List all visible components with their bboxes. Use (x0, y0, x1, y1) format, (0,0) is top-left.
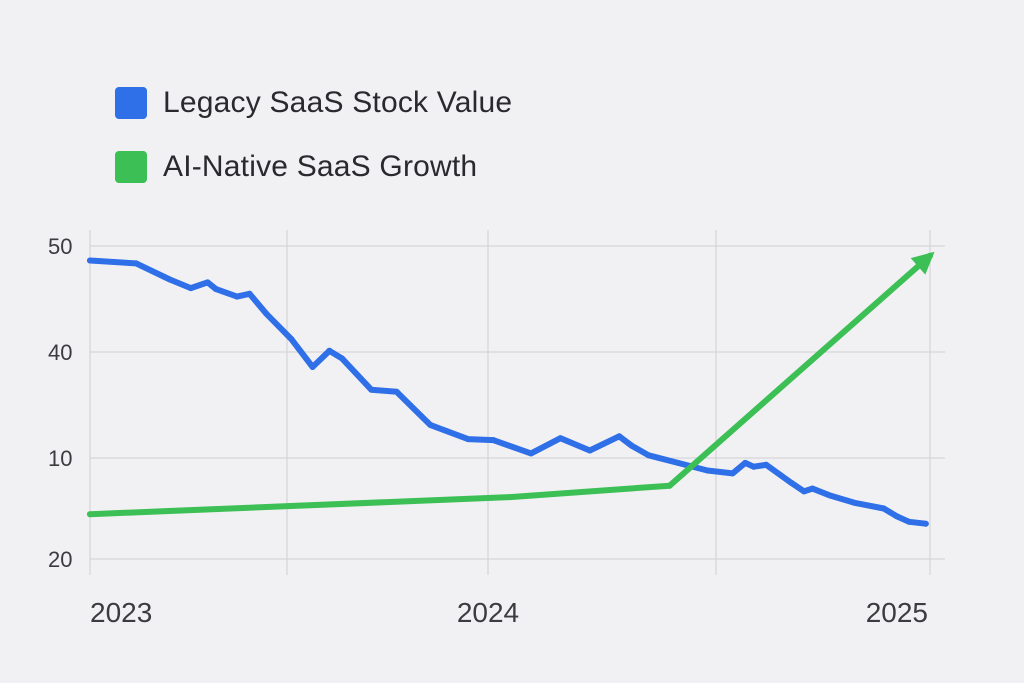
series-line-ai-native-saas-growth (87, 252, 933, 518)
arrowhead-ai-native-saas-growth (910, 251, 935, 275)
series-lines (87, 251, 935, 527)
data-point-legacy-saas-stock-value (788, 479, 795, 486)
legend-item-legacy[interactable]: Legacy SaaS Stock Value (115, 86, 512, 120)
data-point-legacy-saas-stock-value (339, 355, 345, 362)
legend-item-ai-native[interactable]: AI-Native SaaS Growth (115, 150, 477, 184)
data-point-legacy-saas-stock-value (893, 513, 900, 520)
x-tick-label: 2023 (90, 597, 152, 628)
data-point-legacy-saas-stock-value (763, 461, 770, 468)
series-line-legacy-saas-stock-value (87, 257, 929, 527)
data-point-legacy-saas-stock-value (326, 347, 333, 354)
data-point-legacy-saas-stock-value (368, 386, 375, 393)
data-point-legacy-saas-stock-value (557, 435, 564, 442)
data-point-legacy-saas-stock-value (246, 290, 253, 297)
data-point-legacy-saas-stock-value (309, 364, 316, 370)
x-tick-label: 2024 (457, 597, 519, 628)
data-point-legacy-saas-stock-value (729, 470, 736, 477)
data-point-ai-native-saas-growth (507, 494, 513, 501)
data-point-legacy-saas-stock-value (288, 336, 295, 343)
legend-label-legacy: Legacy SaaS Stock Value (163, 86, 513, 119)
data-point-legacy-saas-stock-value (427, 421, 434, 428)
x-axis-ticks: 2023 2024 2025 (90, 597, 928, 628)
y-tick-label: 10 (48, 446, 72, 471)
data-point-legacy-saas-stock-value (906, 518, 912, 525)
y-tick-label: 40 (48, 340, 72, 365)
data-point-legacy-saas-stock-value (204, 279, 211, 286)
data-point-legacy-saas-stock-value (922, 520, 929, 527)
data-point-legacy-saas-stock-value (586, 447, 593, 454)
grid-lines (89, 230, 945, 575)
data-point-legacy-saas-stock-value (851, 499, 858, 506)
data-point-legacy-saas-stock-value (809, 485, 816, 492)
legend-swatch-ai-native (115, 151, 147, 183)
data-point-legacy-saas-stock-value (465, 436, 471, 443)
legend-swatch-legacy (115, 87, 147, 119)
y-tick-label: 50 (48, 234, 72, 259)
legend-label-ai-native: AI-Native SaaS Growth (163, 150, 478, 183)
data-point-legacy-saas-stock-value (801, 488, 807, 495)
data-point-ai-native-saas-growth (87, 511, 93, 518)
data-point-legacy-saas-stock-value (393, 388, 400, 395)
data-point-legacy-saas-stock-value (490, 437, 497, 444)
data-point-legacy-saas-stock-value (234, 293, 240, 300)
y-tick-label: 20 (48, 547, 72, 572)
data-point-legacy-saas-stock-value (187, 285, 194, 292)
data-point-legacy-saas-stock-value (616, 433, 623, 440)
y-axis-ticks: 50 40 10 20 (48, 234, 72, 572)
x-tick-label: 2025 (866, 597, 928, 628)
data-point-legacy-saas-stock-value (880, 505, 887, 512)
data-point-legacy-saas-stock-value (213, 286, 219, 293)
data-point-ai-native-saas-growth (666, 482, 673, 489)
data-point-legacy-saas-stock-value (826, 492, 833, 499)
data-point-legacy-saas-stock-value (742, 459, 749, 466)
data-point-legacy-saas-stock-value (704, 467, 711, 474)
data-point-legacy-saas-stock-value (133, 260, 140, 267)
data-point-legacy-saas-stock-value (750, 463, 757, 470)
data-point-legacy-saas-stock-value (675, 459, 681, 466)
data-point-legacy-saas-stock-value (263, 310, 270, 317)
data-point-legacy-saas-stock-value (528, 450, 534, 457)
data-point-legacy-saas-stock-value (166, 276, 173, 283)
data-point-legacy-saas-stock-value (628, 442, 635, 449)
data-point-legacy-saas-stock-value (645, 452, 652, 459)
data-point-legacy-saas-stock-value (87, 257, 93, 264)
